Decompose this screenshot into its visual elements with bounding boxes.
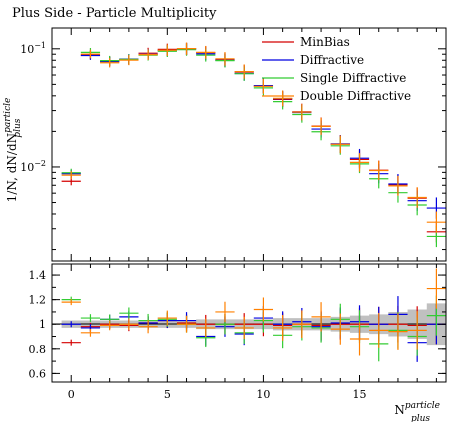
ratio-y-tick-label: 0.8	[29, 343, 47, 356]
main-y-tick-exponent: −1	[34, 41, 46, 50]
main-series-marks	[61, 42, 446, 248]
ratio-y-tick-label: 1	[39, 318, 46, 331]
legend-label: Double Diffractive	[300, 89, 411, 103]
main-panel: 10−110−2	[20, 27, 447, 262]
svg-text:1/N, dN/dNparticleplus: 1/N, dN/dNparticleplus	[3, 98, 23, 203]
ratio-series-marks	[61, 268, 446, 362]
ratio-x-tick-label: 15	[353, 388, 367, 401]
legend-label: Single Diffractive	[300, 71, 406, 85]
legend-label: MinBias	[300, 35, 350, 49]
y-axis-label-sup: particle	[3, 98, 13, 133]
legend: MinBias Diffractive Single Diffractive Doub…	[262, 35, 411, 103]
ratio-x-ticks: 0 5 10 15	[68, 264, 437, 401]
chart-title: Plus Side - Particle Multiplicity	[12, 6, 217, 21]
ratio-y-tick-label: 0.6	[29, 367, 47, 380]
x-axis-label-sup: particle	[405, 401, 440, 411]
ratio-y-tick-label: 1.2	[29, 294, 47, 307]
x-axis-label-sub: plus	[411, 414, 430, 422]
main-y-ticks: 10−110−2	[20, 41, 446, 251]
svg-text:Nparticle: Nparticle	[394, 401, 440, 417]
ratio-y-tick-label: 1.4	[29, 269, 47, 282]
ratio-series-double-diffractive	[61, 268, 446, 356]
main-y-tick-label: 10−2	[20, 159, 46, 174]
ratio-plot-frame	[51, 263, 447, 383]
main-plot-frame	[51, 27, 447, 262]
ratio-x-tick-label: 0	[68, 388, 75, 401]
ratio-x-tick-label: 10	[256, 388, 270, 401]
main-x-ticks	[70, 28, 437, 261]
main-y-tick-label: 10−1	[20, 41, 46, 56]
main-y-tick-base: 10	[20, 161, 34, 174]
main-y-tick-exponent: −2	[34, 159, 46, 168]
y-axis-label: 1/N, dN/dNparticleplus	[3, 98, 23, 203]
main-series-double-diffractive	[61, 42, 446, 233]
y-axis-label-main: 1/N, dN/dN	[5, 133, 19, 202]
y-axis-label-sub: plus	[13, 118, 23, 137]
ratio-y-ticks: 0.6 0.8 1 1.2 1.4	[29, 269, 446, 380]
ratio-x-tick-label: 5	[164, 388, 171, 401]
x-axis-label-main: N	[394, 403, 405, 417]
legend-label: Diffractive	[300, 53, 364, 67]
ratio-panel: 0.6 0.8 1 1.2 1.4 0 5 10 15	[29, 263, 447, 401]
x-axis-label: Nparticle plus	[394, 401, 440, 422]
main-y-tick-base: 10	[20, 43, 34, 56]
